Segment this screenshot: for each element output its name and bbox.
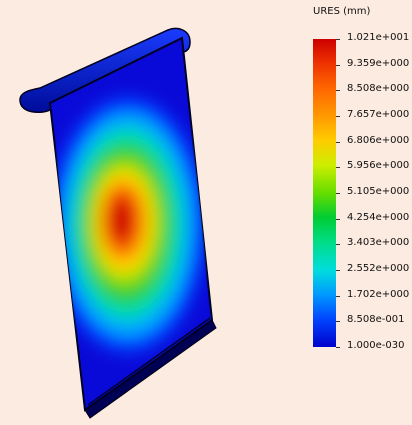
legend-tick-label: 1.021e+001 <box>347 32 410 43</box>
legend-tick-label: 5.105e+000 <box>347 186 410 197</box>
legend-tick-mark <box>336 295 340 297</box>
legend-tick-mark <box>336 64 340 66</box>
legend-tick-label: 1.000e-030 <box>347 340 405 351</box>
legend-tick-mark <box>336 270 340 271</box>
legend-tick-label: 6.806e+000 <box>347 134 410 146</box>
fixture-marker <box>147 365 151 373</box>
displacement-contour <box>50 97 206 353</box>
fixture-edge-line <box>87 317 211 406</box>
legend-tick-label: 4.254e+000 <box>347 211 410 223</box>
legend-tick-mark <box>336 244 340 246</box>
legend-tick-labels: 1.021e+001 9.359e+000 8.508e+000 7.657e+000… <box>336 32 412 351</box>
legend-tick-label: 1.702e+000 <box>347 288 410 300</box>
legend-color-bar <box>313 39 336 347</box>
model-viewport[interactable] <box>0 0 300 421</box>
legend-tick-label: 3.403e+000 <box>347 237 410 249</box>
legend-tick-label: 5.956e+000 <box>347 160 410 172</box>
legend-tick-label: 8.508e+000 <box>347 83 410 95</box>
deformed-plate-plot <box>19 27 217 419</box>
legend-tick-mark <box>336 116 340 117</box>
legend-tick-label: 7.657e+000 <box>347 109 410 120</box>
legend-tick-label: 8.508e-001 <box>347 314 405 326</box>
curled-edge <box>19 27 191 114</box>
legend-tick-mark <box>336 321 340 323</box>
legend-tick-mark <box>336 90 340 92</box>
legend-tick-label: 9.359e+000 <box>347 57 410 69</box>
legend-tick-mark <box>336 218 340 220</box>
legend-tick-mark <box>336 347 340 348</box>
legend-title: URES (mm) <box>313 6 371 17</box>
legend-tick-label: 2.552e+000 <box>347 263 410 274</box>
legend-tick-mark <box>336 141 340 143</box>
legend-tick-mark <box>336 39 340 40</box>
legend-tick-mark <box>336 167 340 169</box>
legend-tick-mark <box>336 193 340 194</box>
